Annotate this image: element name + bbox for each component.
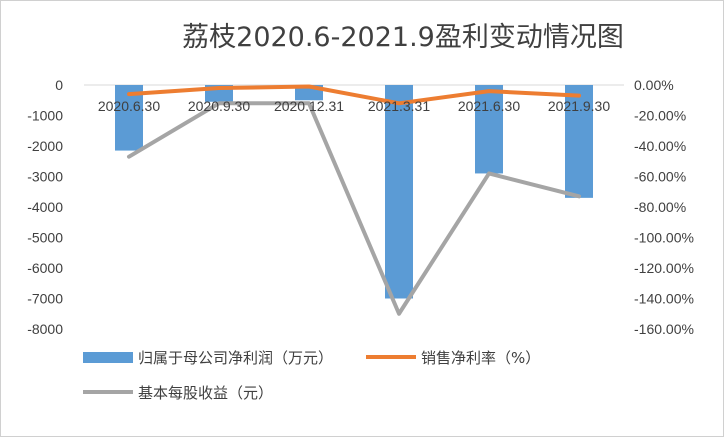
right-axis: 0.00% -20.00% -40.00% -60.00% -80.00% -100.00… xyxy=(634,77,694,337)
series-line xyxy=(127,101,581,316)
right-tick-label: -140.00% xyxy=(634,291,694,307)
right-tick-label: -80.00% xyxy=(634,199,686,215)
left-tick-label: -4000 xyxy=(27,199,63,215)
right-tick-label: 0.00% xyxy=(634,77,674,93)
legend-label: 基本每股收益（元） xyxy=(138,384,273,402)
right-tick-label: -120.00% xyxy=(634,260,694,276)
line-series xyxy=(127,84,581,316)
category-label: 2020.6.30 xyxy=(98,98,160,114)
legend-label: 销售净利率（%） xyxy=(421,349,540,367)
category-label: 2020.9.30 xyxy=(188,98,250,114)
left-tick-label: -5000 xyxy=(27,230,63,246)
left-tick-label: -3000 xyxy=(27,169,63,185)
category-label: 2021.6.30 xyxy=(458,98,520,114)
left-tick-label: -1000 xyxy=(27,108,63,124)
right-tick-label: -160.00% xyxy=(634,321,694,337)
right-tick-label: -100.00% xyxy=(634,230,694,246)
series-line xyxy=(127,84,581,106)
bar xyxy=(475,85,503,174)
legend: 归属于母公司净利润（万元） 销售净利率（%） 基本每股收益（元） xyxy=(83,349,540,402)
category-label: 2020.12.31 xyxy=(274,98,344,114)
legend-swatch xyxy=(83,352,133,363)
bar xyxy=(565,85,593,198)
right-tick-label: -20.00% xyxy=(634,108,686,124)
legend-label: 归属于母公司净利润（万元） xyxy=(138,349,333,367)
left-tick-label: 0 xyxy=(55,77,63,93)
left-tick-label: -2000 xyxy=(27,138,63,154)
category-labels: 2020.6.30 2020.9.30 2020.12.31 2021.3.31 202… xyxy=(98,98,610,114)
category-label: 2021.9.30 xyxy=(548,98,610,114)
chart-title: 荔枝2020.6-2021.9盈利变动情况图 xyxy=(182,22,624,53)
right-tick-label: -60.00% xyxy=(634,169,686,185)
left-axis: 0 -1000 -2000 -3000 -4000 -5000 -6000 -7000 -800… xyxy=(27,77,624,337)
bar xyxy=(385,85,413,299)
left-tick-label: -8000 xyxy=(27,321,63,337)
right-tick-label: -40.00% xyxy=(634,138,686,154)
bar-series xyxy=(115,85,593,299)
left-tick-label: -6000 xyxy=(27,260,63,276)
left-tick-label: -7000 xyxy=(27,291,63,307)
category-label: 2021.3.31 xyxy=(368,98,430,114)
